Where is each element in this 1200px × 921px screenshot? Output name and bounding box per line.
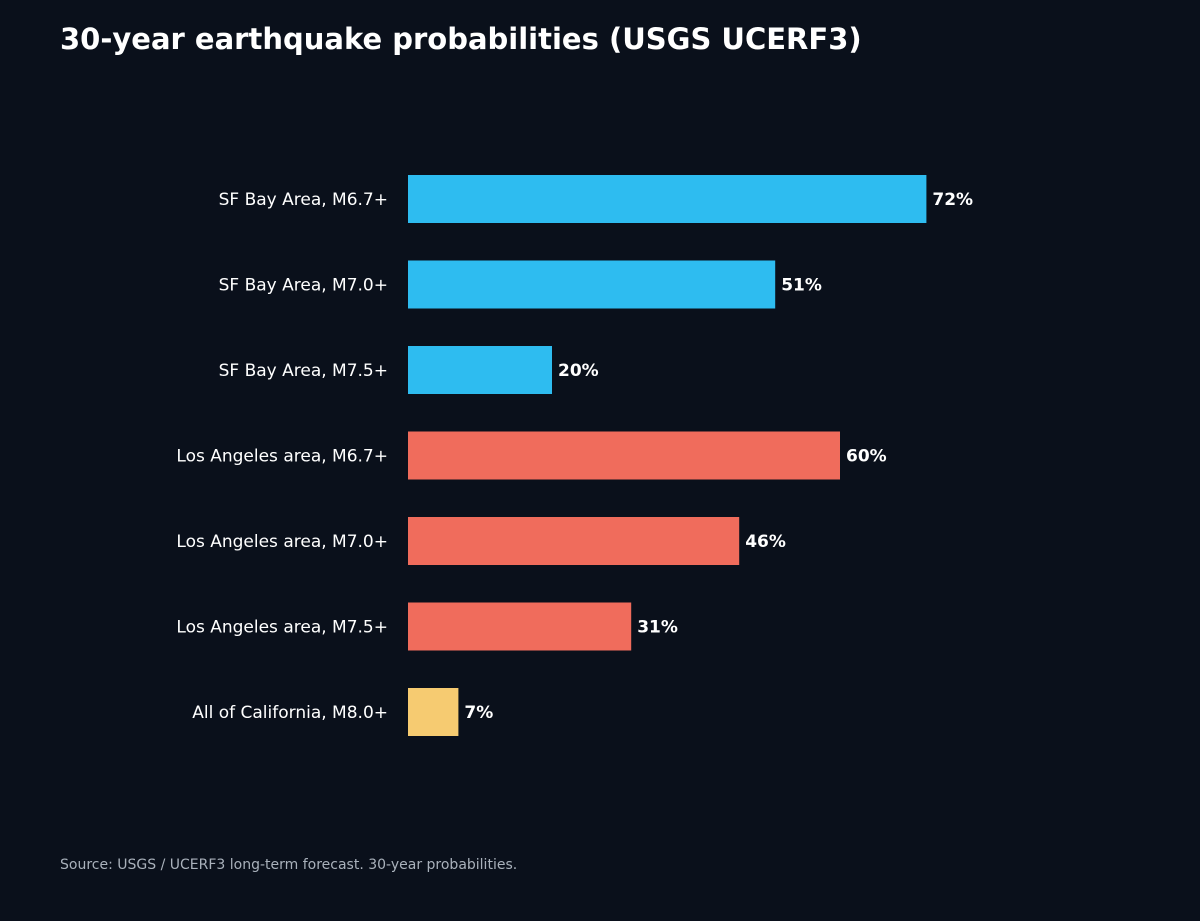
- category-label-5: Los Angeles area, M7.0+: [176, 532, 388, 552]
- bar-1: [408, 175, 927, 223]
- category-label-4: Los Angeles area, M6.7+: [176, 447, 388, 467]
- source-note: Source: USGS / UCERF3 long-term forecast…: [60, 857, 518, 873]
- value-label-1: 72%: [932, 190, 973, 210]
- category-label-6: Los Angeles area, M7.5+: [176, 618, 388, 638]
- chart-title: 30-year earthquake probabilities (USGS U…: [60, 22, 862, 56]
- value-label-7: 7%: [464, 703, 493, 723]
- value-label-3: 20%: [558, 361, 599, 381]
- bar-7: [408, 688, 459, 736]
- category-label-1: SF Bay Area, M6.7+: [219, 190, 388, 210]
- category-label-2: SF Bay Area, M7.0+: [219, 276, 388, 296]
- category-label-7: All of California, M8.0+: [192, 703, 388, 723]
- bar-5: [408, 517, 740, 565]
- bar-2: [408, 260, 776, 309]
- value-label-5: 46%: [745, 532, 786, 552]
- value-label-2: 51%: [781, 276, 822, 296]
- bar-6: [408, 602, 632, 651]
- value-label-6: 31%: [637, 618, 678, 638]
- bar-4: [408, 431, 840, 480]
- category-label-3: SF Bay Area, M7.5+: [219, 361, 388, 381]
- bar-3: [408, 346, 552, 394]
- value-label-4: 60%: [846, 447, 887, 467]
